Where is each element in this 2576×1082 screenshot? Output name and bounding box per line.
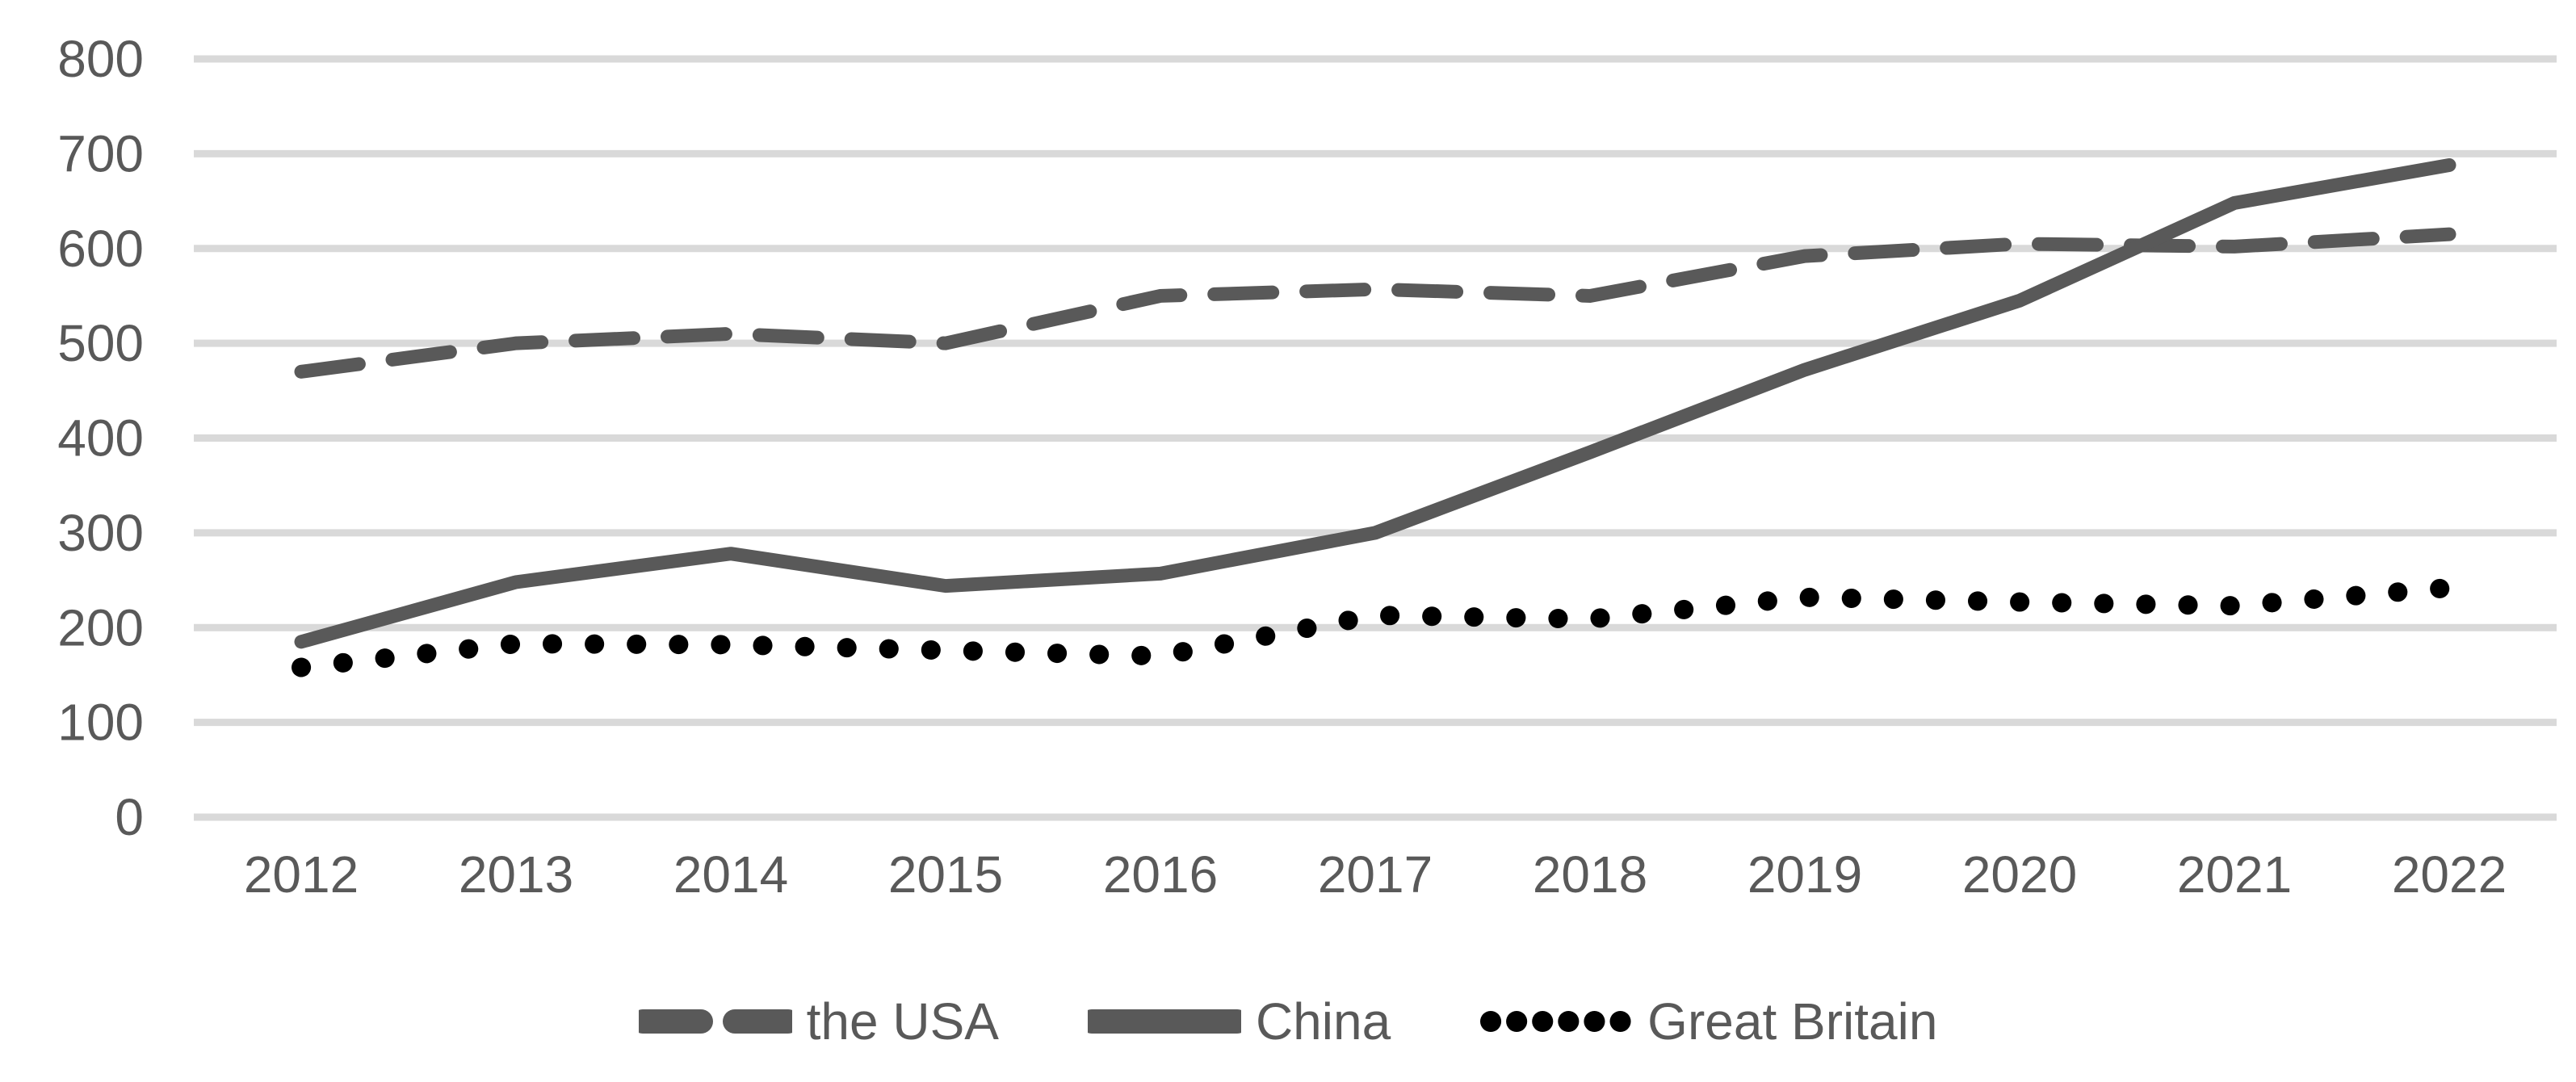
x-axis-tick-label: 2018: [1533, 845, 1647, 904]
y-axis-tick-label: 500: [57, 314, 144, 372]
legend-label-usa: the USA: [806, 992, 999, 1051]
x-axis-tick-label: 2020: [1962, 845, 2077, 904]
x-axis-tick-label: 2014: [673, 845, 788, 904]
x-axis-tick-label: 2017: [1318, 845, 1433, 904]
legend-label-great-britain: Great Britain: [1647, 992, 1938, 1051]
legend-item-usa: the USA: [638, 992, 999, 1051]
solid-line-marker-icon: [1087, 1009, 1241, 1034]
chart-legend: the USA China Great Britain: [0, 961, 2576, 1082]
x-axis-tick-label: 2015: [888, 845, 1003, 904]
y-axis-tick-label: 100: [57, 694, 144, 752]
y-axis-tick-label: 700: [57, 124, 144, 182]
legend-item-china: China: [1087, 992, 1391, 1051]
y-axis-tick-label: 0: [115, 788, 144, 846]
series-line-the-usa: [294, 227, 2456, 379]
dashed-line-marker-icon: [638, 1009, 792, 1034]
y-axis-tick-label: 400: [57, 409, 144, 468]
y-axis-tick-label: 200: [57, 598, 144, 656]
y-axis-tick-label: 300: [57, 504, 144, 562]
x-axis-tick-label: 2016: [1103, 845, 1218, 904]
legend-label-china: China: [1255, 992, 1391, 1051]
line-chart-plot-area: 0 100 200 300 400 500 600 700 800 2012 2013 2014 201…: [57, 30, 2557, 904]
x-axis-tick-label: 2013: [459, 845, 573, 904]
x-axis-tick-label: 2019: [1747, 845, 1862, 904]
y-axis-tick-label: 600: [57, 220, 144, 278]
x-axis-tick-label: 2012: [244, 845, 359, 904]
x-axis-tick-label: 2021: [2177, 845, 2292, 904]
dotted-line-marker-icon: [1480, 1011, 1634, 1032]
series-line-china: [294, 157, 2456, 649]
legend-item-great-britain: Great Britain: [1479, 992, 1937, 1051]
y-axis-tick-label: 800: [57, 30, 144, 88]
x-axis-tick-label: 2022: [2392, 845, 2507, 904]
